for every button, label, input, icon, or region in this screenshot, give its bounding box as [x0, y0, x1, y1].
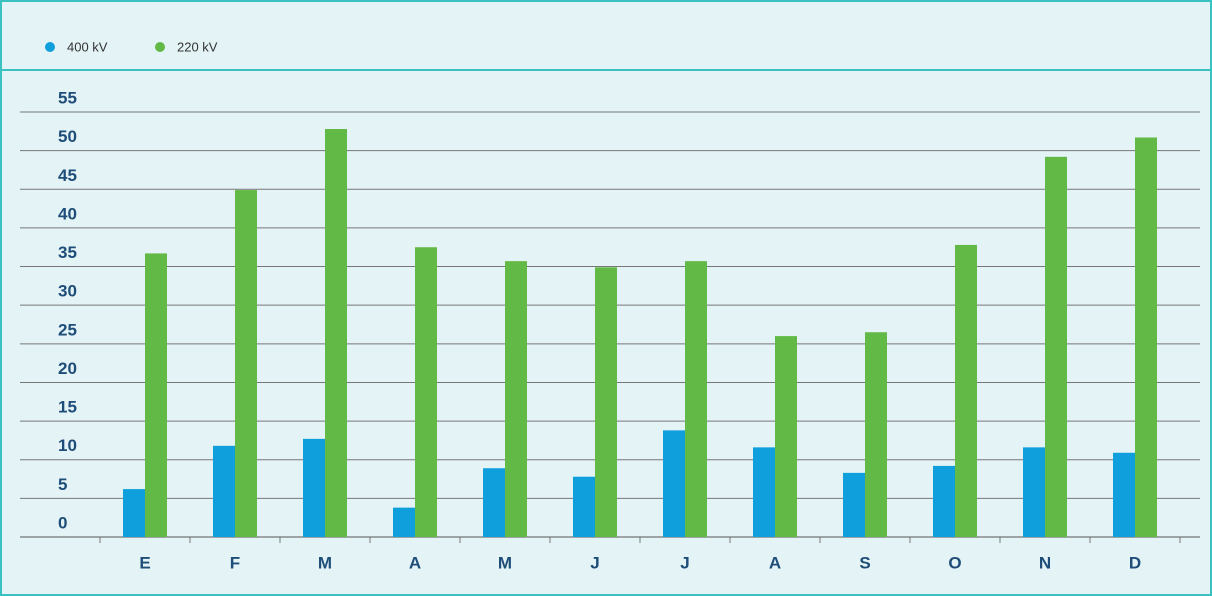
- legend-marker: [155, 42, 165, 52]
- x-tick-label: D: [1129, 553, 1141, 572]
- legend-label: 220 kV: [177, 39, 218, 54]
- bar: [415, 247, 437, 537]
- y-tick-label: 45: [58, 166, 77, 185]
- y-tick-label: 10: [58, 436, 77, 455]
- y-tick-label: 15: [58, 398, 77, 417]
- bar: [595, 267, 617, 537]
- x-tick-label: E: [139, 553, 150, 572]
- y-tick-label: 30: [58, 282, 77, 301]
- x-tick-label: F: [230, 553, 240, 572]
- bar: [1045, 157, 1067, 537]
- y-tick-label: 25: [58, 320, 77, 339]
- y-tick-label: 50: [58, 127, 77, 146]
- y-tick-label: 55: [58, 88, 77, 107]
- x-tick-label: J: [590, 553, 599, 572]
- y-tick-label: 5: [58, 475, 67, 494]
- bar: [685, 261, 707, 537]
- x-tick-label: M: [318, 553, 332, 572]
- bar: [753, 447, 775, 537]
- bar: [393, 508, 415, 537]
- bar: [573, 477, 595, 537]
- chart: 400 kV 220 kV 0 5 10 15 20 25 30 35 40 45 50 55 E F M A M J…: [0, 0, 1212, 596]
- y-tick-label: 40: [58, 204, 77, 223]
- x-tick-label: O: [948, 553, 961, 572]
- y-tick-label: 0: [58, 513, 67, 532]
- x-tick-label: A: [769, 553, 781, 572]
- bar: [663, 430, 685, 537]
- bar: [145, 253, 167, 537]
- bar: [325, 129, 347, 537]
- y-tick-label: 20: [58, 359, 77, 378]
- bar: [1023, 447, 1045, 537]
- bar: [775, 336, 797, 537]
- bar: [303, 439, 325, 537]
- legend-marker: [45, 42, 55, 52]
- bar: [933, 466, 955, 537]
- bar: [123, 489, 145, 537]
- bar: [843, 473, 865, 537]
- bar: [955, 245, 977, 537]
- x-tick-label: M: [498, 553, 512, 572]
- bar: [1113, 453, 1135, 537]
- x-tick-label: N: [1039, 553, 1051, 572]
- bar: [865, 332, 887, 537]
- bar: [1135, 138, 1157, 538]
- x-tick-label: S: [859, 553, 870, 572]
- y-tick-label: 35: [58, 243, 77, 262]
- bar: [235, 190, 257, 537]
- x-tick-label: J: [680, 553, 689, 572]
- bar: [483, 468, 505, 537]
- bar: [213, 446, 235, 537]
- x-tick-label: A: [409, 553, 421, 572]
- bar: [505, 261, 527, 537]
- legend-label: 400 kV: [67, 39, 108, 54]
